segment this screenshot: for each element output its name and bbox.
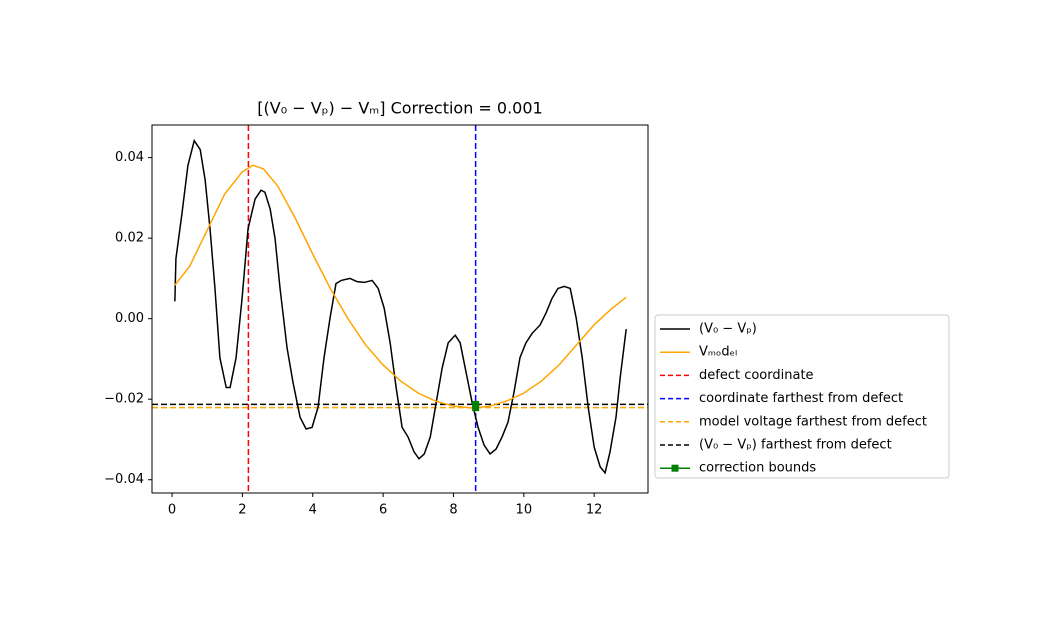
legend <box>654 314 950 479</box>
chart-title: [(V₀ − Vₚ) − Vₘ] Correction = 0.001 <box>257 99 542 118</box>
x-tick-label: 10 <box>516 503 533 518</box>
legend-label: correction bounds <box>699 461 816 476</box>
x-tick-label: 8 <box>449 503 457 518</box>
legend-label: (V₀ − Vₚ) <box>699 322 757 337</box>
axes-frame <box>151 124 649 494</box>
legend-marker <box>671 464 679 472</box>
plot-area <box>152 125 648 493</box>
legend-label: model voltage farthest from defect <box>699 414 927 429</box>
x-tick-label: 12 <box>586 503 603 518</box>
x-tick-label: 0 <box>168 503 176 518</box>
series-line <box>174 164 627 409</box>
x-tick-label: 4 <box>309 503 317 518</box>
legend-label: coordinate farthest from defect <box>699 391 903 406</box>
y-tick-label: 0.00 <box>115 311 144 326</box>
y-tick-label: 0.02 <box>115 231 144 246</box>
y-tick-label: −0.02 <box>104 392 144 407</box>
legend-label: (V₀ − Vₚ) farthest from defect <box>699 438 892 453</box>
legend-label: Vₘₒdₑₗ <box>699 345 737 360</box>
y-tick-label: −0.04 <box>104 472 144 487</box>
legend-label: defect coordinate <box>699 368 814 383</box>
x-tick-label: 6 <box>379 503 387 518</box>
x-tick-label: 2 <box>238 503 246 518</box>
series-line <box>174 138 627 475</box>
marker <box>472 404 480 412</box>
y-tick-label: 0.04 <box>115 150 144 165</box>
